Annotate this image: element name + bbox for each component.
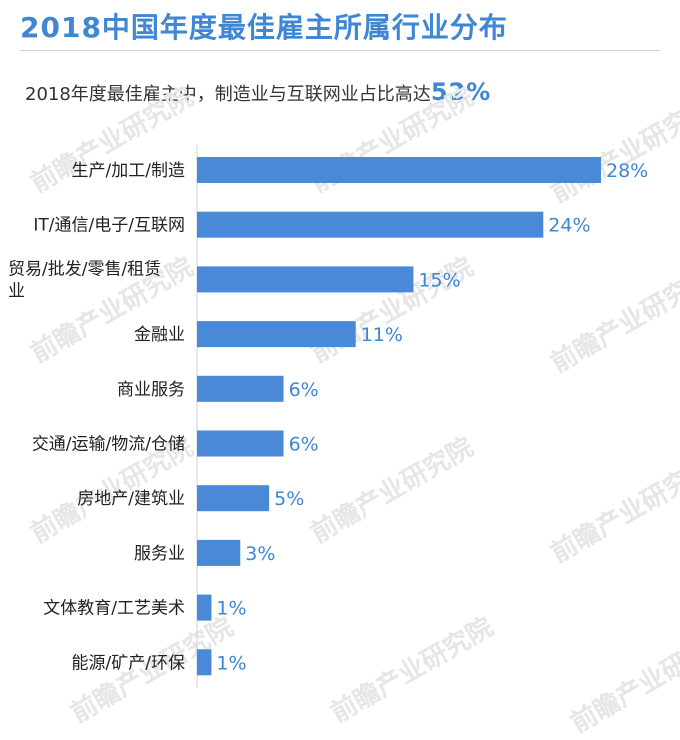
bar [197,321,356,348]
category-label: 生产/加工/制造 [72,161,185,181]
bar-chart: 28% 生产/加工/制造 24% IT/通信/电子/互联网 15% 贸易/批发/零售/租赁… [8,145,648,688]
bar [197,430,284,457]
title-divider [20,50,660,51]
category-label: 房地产/建筑业 [77,489,185,509]
category-label: 业 [8,281,25,301]
category-label: 金融业 [134,325,185,345]
subtitle-highlight: 52% [430,78,492,106]
category-label: 商业服务 [117,380,185,400]
bar-value-label: 1% [216,598,246,620]
bar-value-label: 1% [216,652,246,674]
bar-value-label: 24% [548,215,590,237]
bar [197,649,212,676]
chart-subtitle: 2018年度最佳雇主中，制造业与互联网业占比高达52% [25,78,491,106]
bar-value-label: 28% [606,160,648,182]
category-label: 贸易/批发/零售/租赁 [8,259,161,279]
category-label: 能源/矿产/环保 [72,653,185,673]
bar-value-label: 11% [361,324,403,346]
bar-value-label: 5% [274,488,304,510]
category-label: 交通/运输/物流/仓储 [32,435,185,455]
bar [197,375,284,402]
bar [197,157,601,183]
chart-title: 2018中国年度最佳雇主所属行业分布 [20,11,508,44]
bar-value-label: 6% [289,434,319,456]
subtitle-text: 2018年度最佳雇主中，制造业与互联网业占比高达 [25,84,431,105]
category-label: 文体教育/工艺美术 [43,599,185,619]
bar-value-label: 3% [245,543,275,565]
bar [197,211,544,238]
category-label: 服务业 [134,544,185,564]
bar-value-label: 6% [289,379,319,401]
bar [197,485,270,512]
bar-value-label: 15% [418,269,460,291]
bar [197,266,414,293]
bar [197,539,241,566]
bar [197,594,212,621]
category-label: IT/通信/电子/互联网 [33,216,185,236]
